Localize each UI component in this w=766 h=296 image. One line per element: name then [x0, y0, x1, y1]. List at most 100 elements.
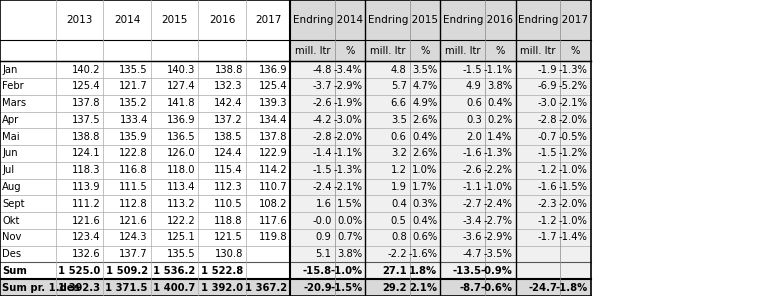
Bar [410, 212, 440, 229]
Text: 118.0: 118.0 [167, 165, 195, 175]
Text: 138.8: 138.8 [214, 65, 243, 75]
Bar [103, 95, 151, 112]
Text: 3.8%: 3.8% [487, 81, 512, 91]
Bar [151, 0, 198, 40]
Bar [0, 162, 56, 178]
Bar [151, 279, 198, 296]
Bar [246, 279, 290, 296]
Text: -4.2: -4.2 [313, 115, 332, 125]
Text: Des: Des [2, 249, 21, 259]
Text: 1 525.0: 1 525.0 [58, 266, 100, 276]
Bar [290, 112, 335, 128]
Bar [198, 61, 246, 78]
Text: -1.6: -1.6 [462, 149, 482, 158]
Text: 0.7%: 0.7% [337, 232, 362, 242]
Text: 113.4: 113.4 [167, 182, 195, 192]
Bar [103, 128, 151, 145]
Text: 4.9%: 4.9% [412, 98, 437, 108]
Bar [246, 112, 290, 128]
Bar [485, 78, 516, 95]
Text: 135.9: 135.9 [119, 132, 148, 142]
Text: -3.6: -3.6 [463, 232, 482, 242]
Text: Febr: Febr [2, 81, 24, 91]
Text: 1 509.2: 1 509.2 [106, 266, 148, 276]
Text: -3.0: -3.0 [538, 98, 557, 108]
Bar [335, 246, 365, 263]
Bar [440, 229, 485, 246]
Bar [151, 212, 198, 229]
Text: Jan: Jan [2, 65, 18, 75]
Bar [410, 95, 440, 112]
Bar [516, 61, 560, 78]
Bar [56, 195, 103, 212]
Text: 3.5: 3.5 [391, 115, 407, 125]
Text: Jun: Jun [2, 149, 18, 158]
Text: -3.7: -3.7 [313, 81, 332, 91]
Bar [198, 128, 246, 145]
Bar [516, 128, 560, 145]
Bar [103, 229, 151, 246]
Text: -1.0%: -1.0% [558, 215, 588, 226]
Bar [56, 95, 103, 112]
Bar [335, 78, 365, 95]
Bar [516, 178, 560, 195]
Text: 133.4: 133.4 [119, 115, 148, 125]
Bar [290, 212, 335, 229]
Bar [56, 112, 103, 128]
Bar [440, 263, 485, 279]
Bar [290, 40, 335, 61]
Bar [246, 246, 290, 263]
Bar [560, 195, 591, 212]
Bar [516, 212, 560, 229]
Bar [560, 78, 591, 95]
Bar [103, 145, 151, 162]
Text: -1.1%: -1.1% [483, 65, 512, 75]
Bar [485, 212, 516, 229]
Bar [335, 178, 365, 195]
Text: -2.7: -2.7 [462, 199, 482, 209]
Text: -1.2: -1.2 [537, 165, 557, 175]
Text: -1.1%: -1.1% [333, 149, 362, 158]
Bar [0, 212, 56, 229]
Bar [0, 195, 56, 212]
Text: 137.7: 137.7 [119, 249, 148, 259]
Text: 115.4: 115.4 [214, 165, 243, 175]
Bar [290, 263, 335, 279]
Bar [410, 61, 440, 78]
Text: 125.1: 125.1 [166, 232, 195, 242]
Bar [56, 128, 103, 145]
Text: -0.6%: -0.6% [480, 283, 512, 293]
Text: -2.1%: -2.1% [333, 182, 362, 192]
Bar [485, 229, 516, 246]
Text: 0.2%: 0.2% [487, 115, 512, 125]
Bar [560, 246, 591, 263]
Text: -1.4: -1.4 [313, 149, 332, 158]
Bar [440, 279, 485, 296]
Text: -1.5%: -1.5% [330, 283, 362, 293]
Text: -24.7: -24.7 [528, 283, 557, 293]
Bar [485, 112, 516, 128]
Bar [335, 212, 365, 229]
Bar [365, 212, 410, 229]
Bar [410, 162, 440, 178]
Bar [56, 263, 103, 279]
Text: %: % [345, 46, 355, 56]
Bar [0, 145, 56, 162]
Text: 1 536.2: 1 536.2 [153, 266, 195, 276]
Bar [290, 162, 335, 178]
Bar [516, 0, 591, 40]
Text: Endring 2015: Endring 2015 [368, 15, 438, 25]
Text: 113.9: 113.9 [72, 182, 100, 192]
Text: -3.0%: -3.0% [333, 115, 362, 125]
Text: 1 400.7: 1 400.7 [153, 283, 195, 293]
Bar [151, 178, 198, 195]
Bar [440, 145, 485, 162]
Bar [198, 162, 246, 178]
Text: -1.6%: -1.6% [408, 249, 437, 259]
Bar [246, 195, 290, 212]
Bar [151, 263, 198, 279]
Bar [410, 145, 440, 162]
Text: 1 392.3: 1 392.3 [58, 283, 100, 293]
Text: 0.6%: 0.6% [412, 232, 437, 242]
Text: 4.7%: 4.7% [412, 81, 437, 91]
